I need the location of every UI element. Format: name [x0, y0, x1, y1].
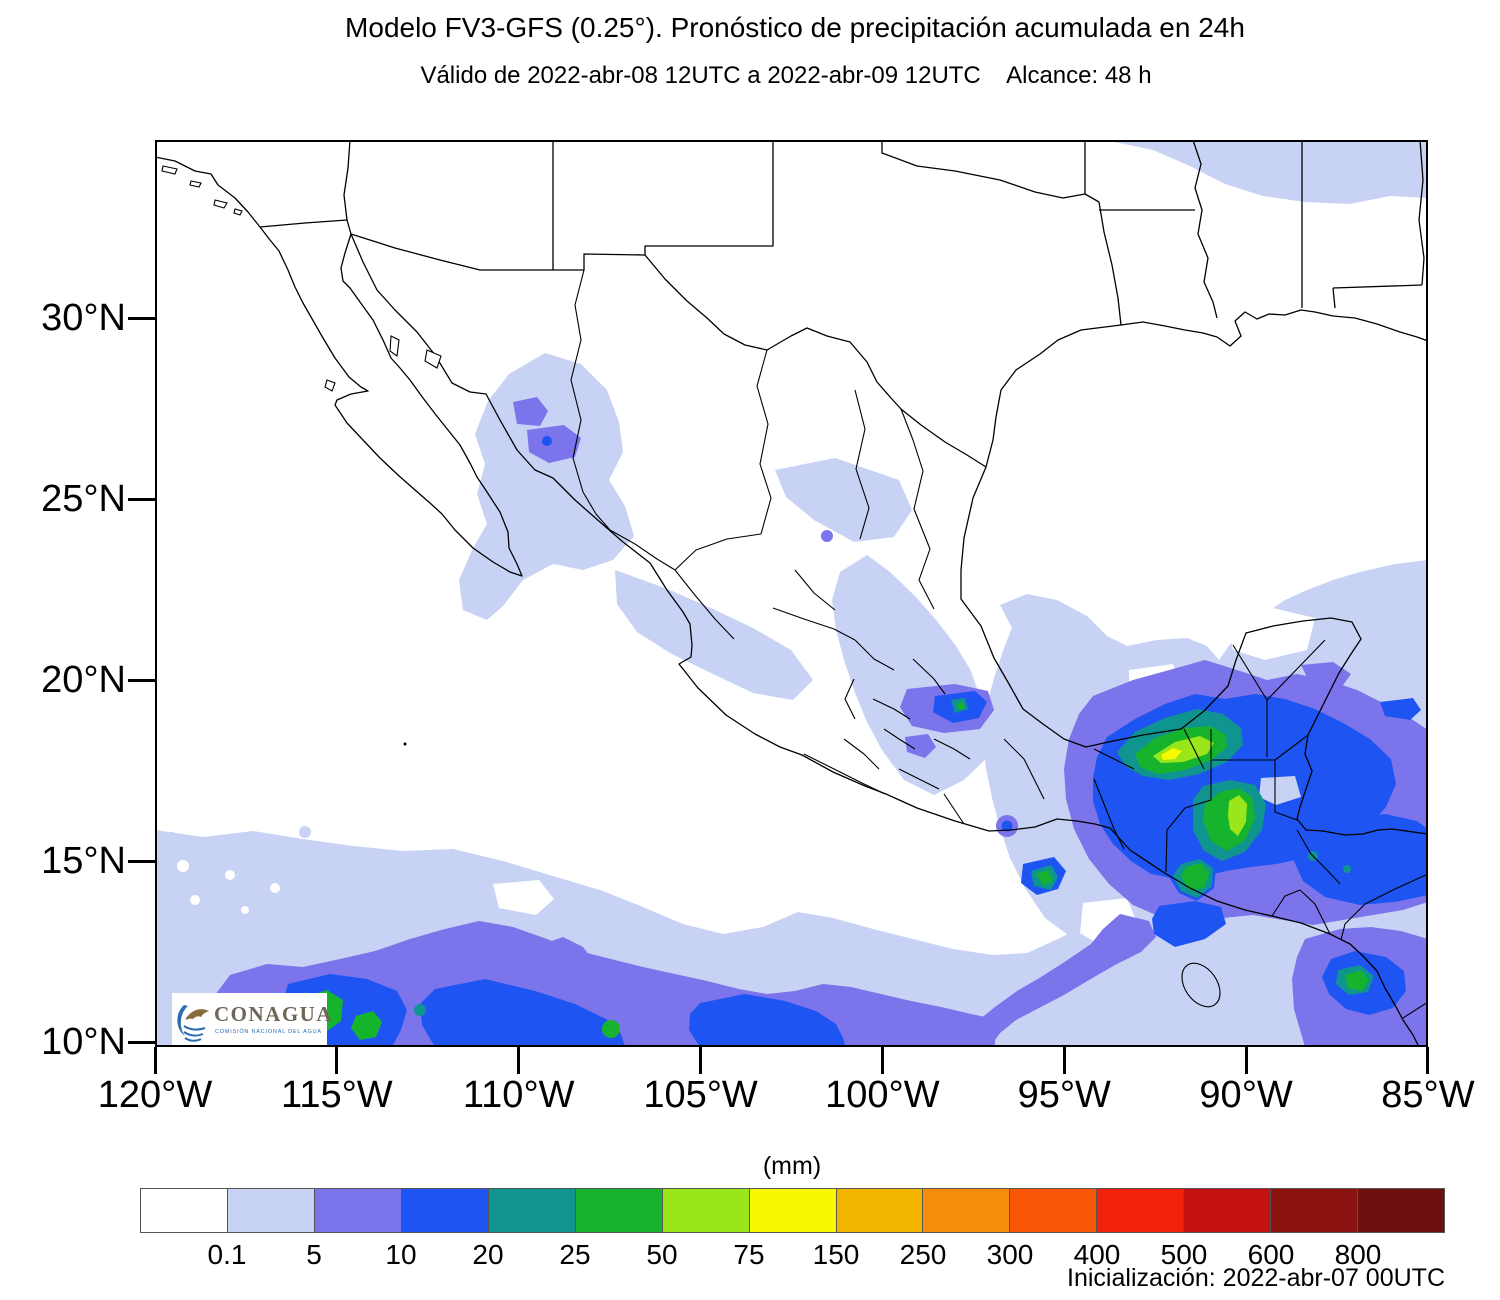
lat-tick-label: 25°N [41, 478, 126, 521]
colorbar-cell [1271, 1189, 1359, 1232]
colorbar-tick-label: 600 [1247, 1239, 1295, 1270]
page-title: Modelo FV3-GFS (0.25°). Pronóstico de pr… [345, 12, 1245, 43]
colorbar-cell [1097, 1189, 1185, 1232]
colorbar-tick-label: 300 [986, 1239, 1034, 1270]
lon-tick [880, 1047, 884, 1074]
lat-tick [128, 316, 155, 320]
colorbar-cell [836, 1189, 924, 1232]
colorbar-tick-label: 150 [812, 1239, 860, 1270]
lon-tick-label: 100°W [825, 1074, 940, 1116]
colorbar-tick-label: 10 [385, 1239, 417, 1270]
colorbar-cell [1358, 1189, 1445, 1232]
lon-tick-label: 90°W [1199, 1074, 1293, 1116]
islands [161, 165, 442, 746]
colorbar-cell [227, 1189, 315, 1232]
colorbar-tick-label: 50 [646, 1239, 678, 1270]
lat-tick [128, 1040, 155, 1044]
colorbar-cell [1010, 1189, 1098, 1232]
map-frame [155, 140, 1428, 1047]
lon-tick [1426, 1047, 1430, 1074]
lon-tick-label: 85°W [1381, 1074, 1475, 1116]
lon-tick-label: 110°W [462, 1074, 575, 1116]
colorbar-tick-label: 500 [1160, 1239, 1208, 1270]
lon-tick [517, 1047, 521, 1074]
lon-tick [1244, 1047, 1248, 1074]
precip-light-hole [1259, 776, 1301, 805]
colorbar-cell [749, 1189, 837, 1232]
conagua-logo-tagline: COMISIÓN NACIONAL DEL AGUA [215, 1028, 322, 1035]
colorbar-cell [401, 1189, 489, 1232]
colorbar-cell [141, 1189, 228, 1232]
lon-tick-label: 115°W [281, 1074, 393, 1116]
conagua-logo-text: CONAGUA [214, 1002, 333, 1026]
initialization-text: Inicialización: 2022-abr-07 00UTC [1067, 1264, 1445, 1292]
coastlines-borders [154, 139, 1429, 1048]
colorbar-tick-label: 5 [306, 1239, 322, 1270]
precipitation-map: CONAGUA COMISIÓN NACIONAL DEL AGUA [154, 139, 1429, 1048]
colorbar-tick-label: 25 [559, 1239, 591, 1270]
lat-tick [128, 859, 155, 863]
colorbar-cell [1184, 1189, 1272, 1232]
lon-tick [335, 1047, 339, 1074]
colorbar-tick-label: 250 [899, 1239, 947, 1270]
lat-tick [128, 678, 155, 682]
colorbar-tick-label: 75 [733, 1239, 765, 1270]
colorbar-cell [314, 1189, 402, 1232]
colorbar-tick-label: 20 [472, 1239, 504, 1270]
colorbar-cell [662, 1189, 750, 1232]
colorbar-tick-label: 400 [1073, 1239, 1121, 1270]
lon-tick-label: 120°W [97, 1074, 213, 1116]
lon-tick [699, 1047, 703, 1074]
map-canvas: CONAGUA COMISIÓN NACIONAL DEL AGUA [154, 139, 1429, 1048]
colorbar-cell [488, 1189, 576, 1232]
valid-period-subtitle: Válido de 2022-abr-08 12UTC a 2022-abr-0… [420, 62, 1152, 89]
colorbar-cell [575, 1189, 663, 1232]
lat-tick-label: 30°N [41, 297, 126, 340]
colorbar-unit-label: (mm) [762, 1152, 822, 1180]
lon-tick-label: 95°W [1017, 1074, 1111, 1116]
lat-tick [128, 497, 155, 501]
lat-tick-label: 15°N [41, 840, 126, 883]
state-boundaries [570, 269, 1429, 1019]
colorbar [140, 1188, 1445, 1233]
lon-tick-label: 105°W [643, 1074, 758, 1116]
precip-yellow-layer [1161, 748, 1182, 760]
lat-tick-label: 10°N [41, 1021, 126, 1064]
colorbar-tick-label: 800 [1334, 1239, 1382, 1270]
conagua-eagle-icon [177, 1005, 209, 1042]
colorbar-cell [923, 1189, 1011, 1232]
lat-tick-label: 20°N [41, 659, 126, 702]
lon-tick [153, 1047, 157, 1074]
conagua-logo: CONAGUA COMISIÓN NACIONAL DEL AGUA [172, 993, 333, 1047]
colorbar-tick-label: 0.1 [207, 1239, 247, 1270]
lon-tick [1062, 1047, 1066, 1074]
